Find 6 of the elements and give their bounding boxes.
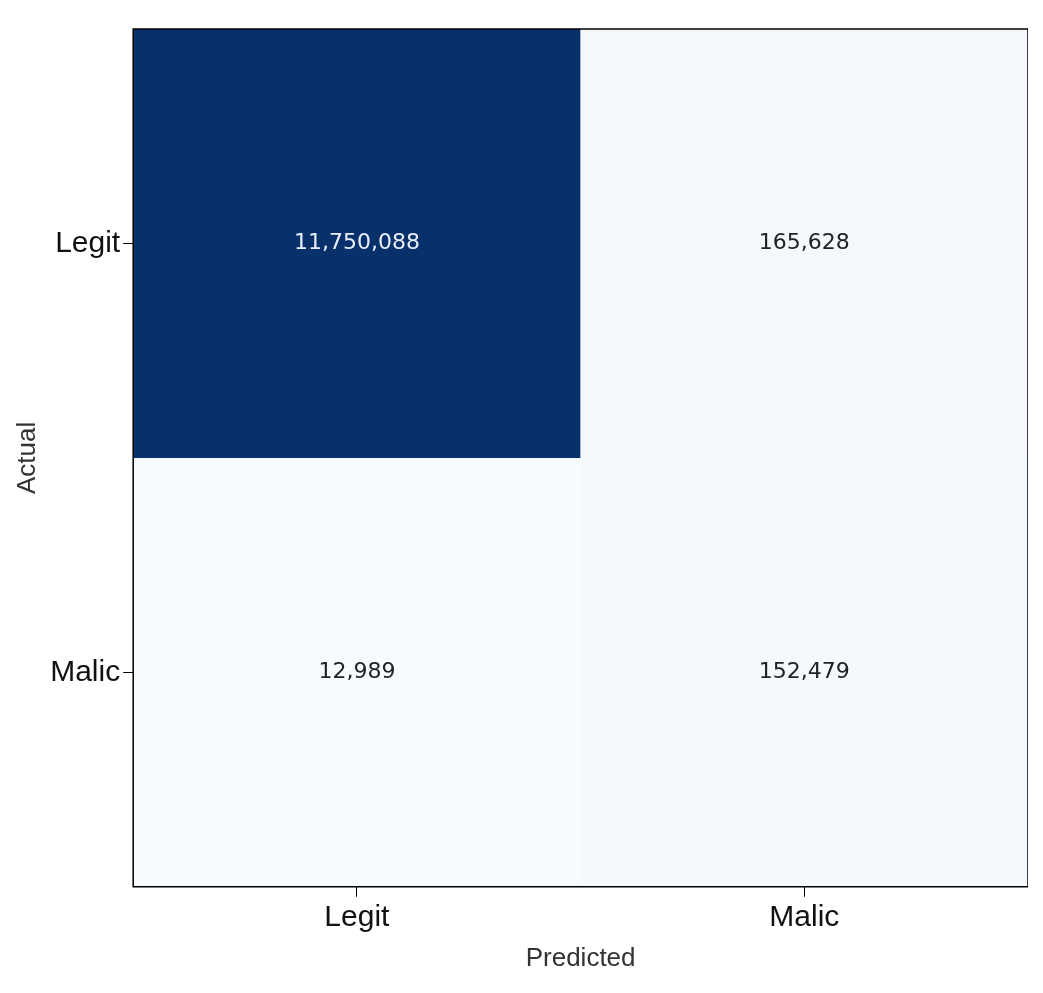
data-label: 152,479 — [758, 658, 850, 684]
data-label: 12,989 — [318, 658, 396, 684]
x-axis-title: Predicted — [525, 941, 636, 972]
data-label: 11,750,088 — [293, 229, 420, 255]
data-label: 165,628 — [758, 229, 850, 255]
y-axis-title: Actual — [10, 421, 41, 495]
